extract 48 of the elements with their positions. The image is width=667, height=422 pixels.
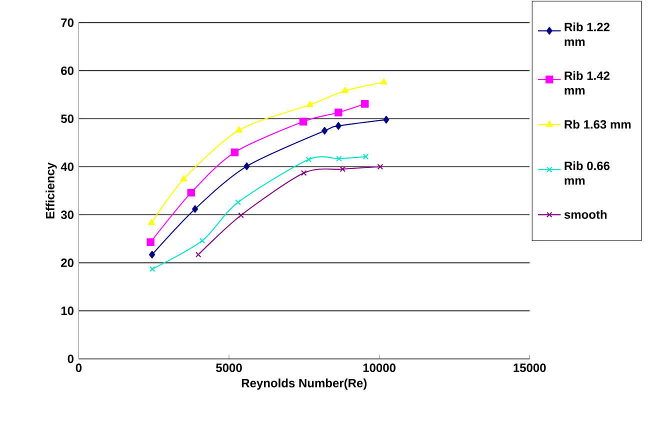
y-tick-label: 70 <box>61 18 74 28</box>
y-axis-title: Efficiency <box>46 162 57 219</box>
y-tick-label: 40 <box>60 162 74 172</box>
legend-label: Rib 1.22 mm <box>564 22 610 46</box>
x-tick-label: 15000 <box>514 364 546 372</box>
point <box>235 200 241 206</box>
point <box>300 170 307 176</box>
legend-label: Rb 1.63 mm <box>564 120 631 129</box>
point <box>149 266 156 272</box>
point <box>236 126 242 133</box>
point <box>230 148 239 156</box>
point <box>380 78 388 85</box>
y-tick-label: 20 <box>61 258 74 268</box>
legend-label: Rib 0.66 mm <box>564 162 610 185</box>
legend-label: Rib 1.42 mm <box>564 71 610 95</box>
point <box>306 101 314 108</box>
point <box>199 238 206 244</box>
x-tick-label: 5000 <box>216 364 242 372</box>
y-tick-label: 30 <box>60 210 74 220</box>
point <box>383 116 390 124</box>
point <box>149 250 156 259</box>
y-tick-label: 0 <box>68 354 74 364</box>
y-tick-label: 10 <box>61 306 74 316</box>
y-tick-label: 60 <box>61 66 74 76</box>
point <box>334 108 342 117</box>
point <box>146 238 154 246</box>
x-tick-label: 0 <box>76 364 82 372</box>
point <box>342 87 348 94</box>
y-tick-label: 50 <box>61 114 74 124</box>
legend-label: smooth <box>564 210 607 220</box>
point <box>322 127 328 135</box>
point <box>148 219 155 226</box>
point <box>336 156 342 162</box>
x-tick-label: 10000 <box>363 364 396 372</box>
point <box>361 100 369 108</box>
point <box>180 176 188 182</box>
point <box>362 154 369 160</box>
point <box>238 212 244 218</box>
point <box>377 164 384 170</box>
point <box>244 162 250 170</box>
point <box>299 118 308 126</box>
point <box>192 205 198 214</box>
x-axis-title: Reynolds Number(Re) <box>242 378 367 390</box>
point <box>306 156 312 163</box>
point <box>195 252 202 258</box>
point <box>340 166 346 172</box>
point <box>187 189 196 197</box>
point <box>335 122 342 130</box>
